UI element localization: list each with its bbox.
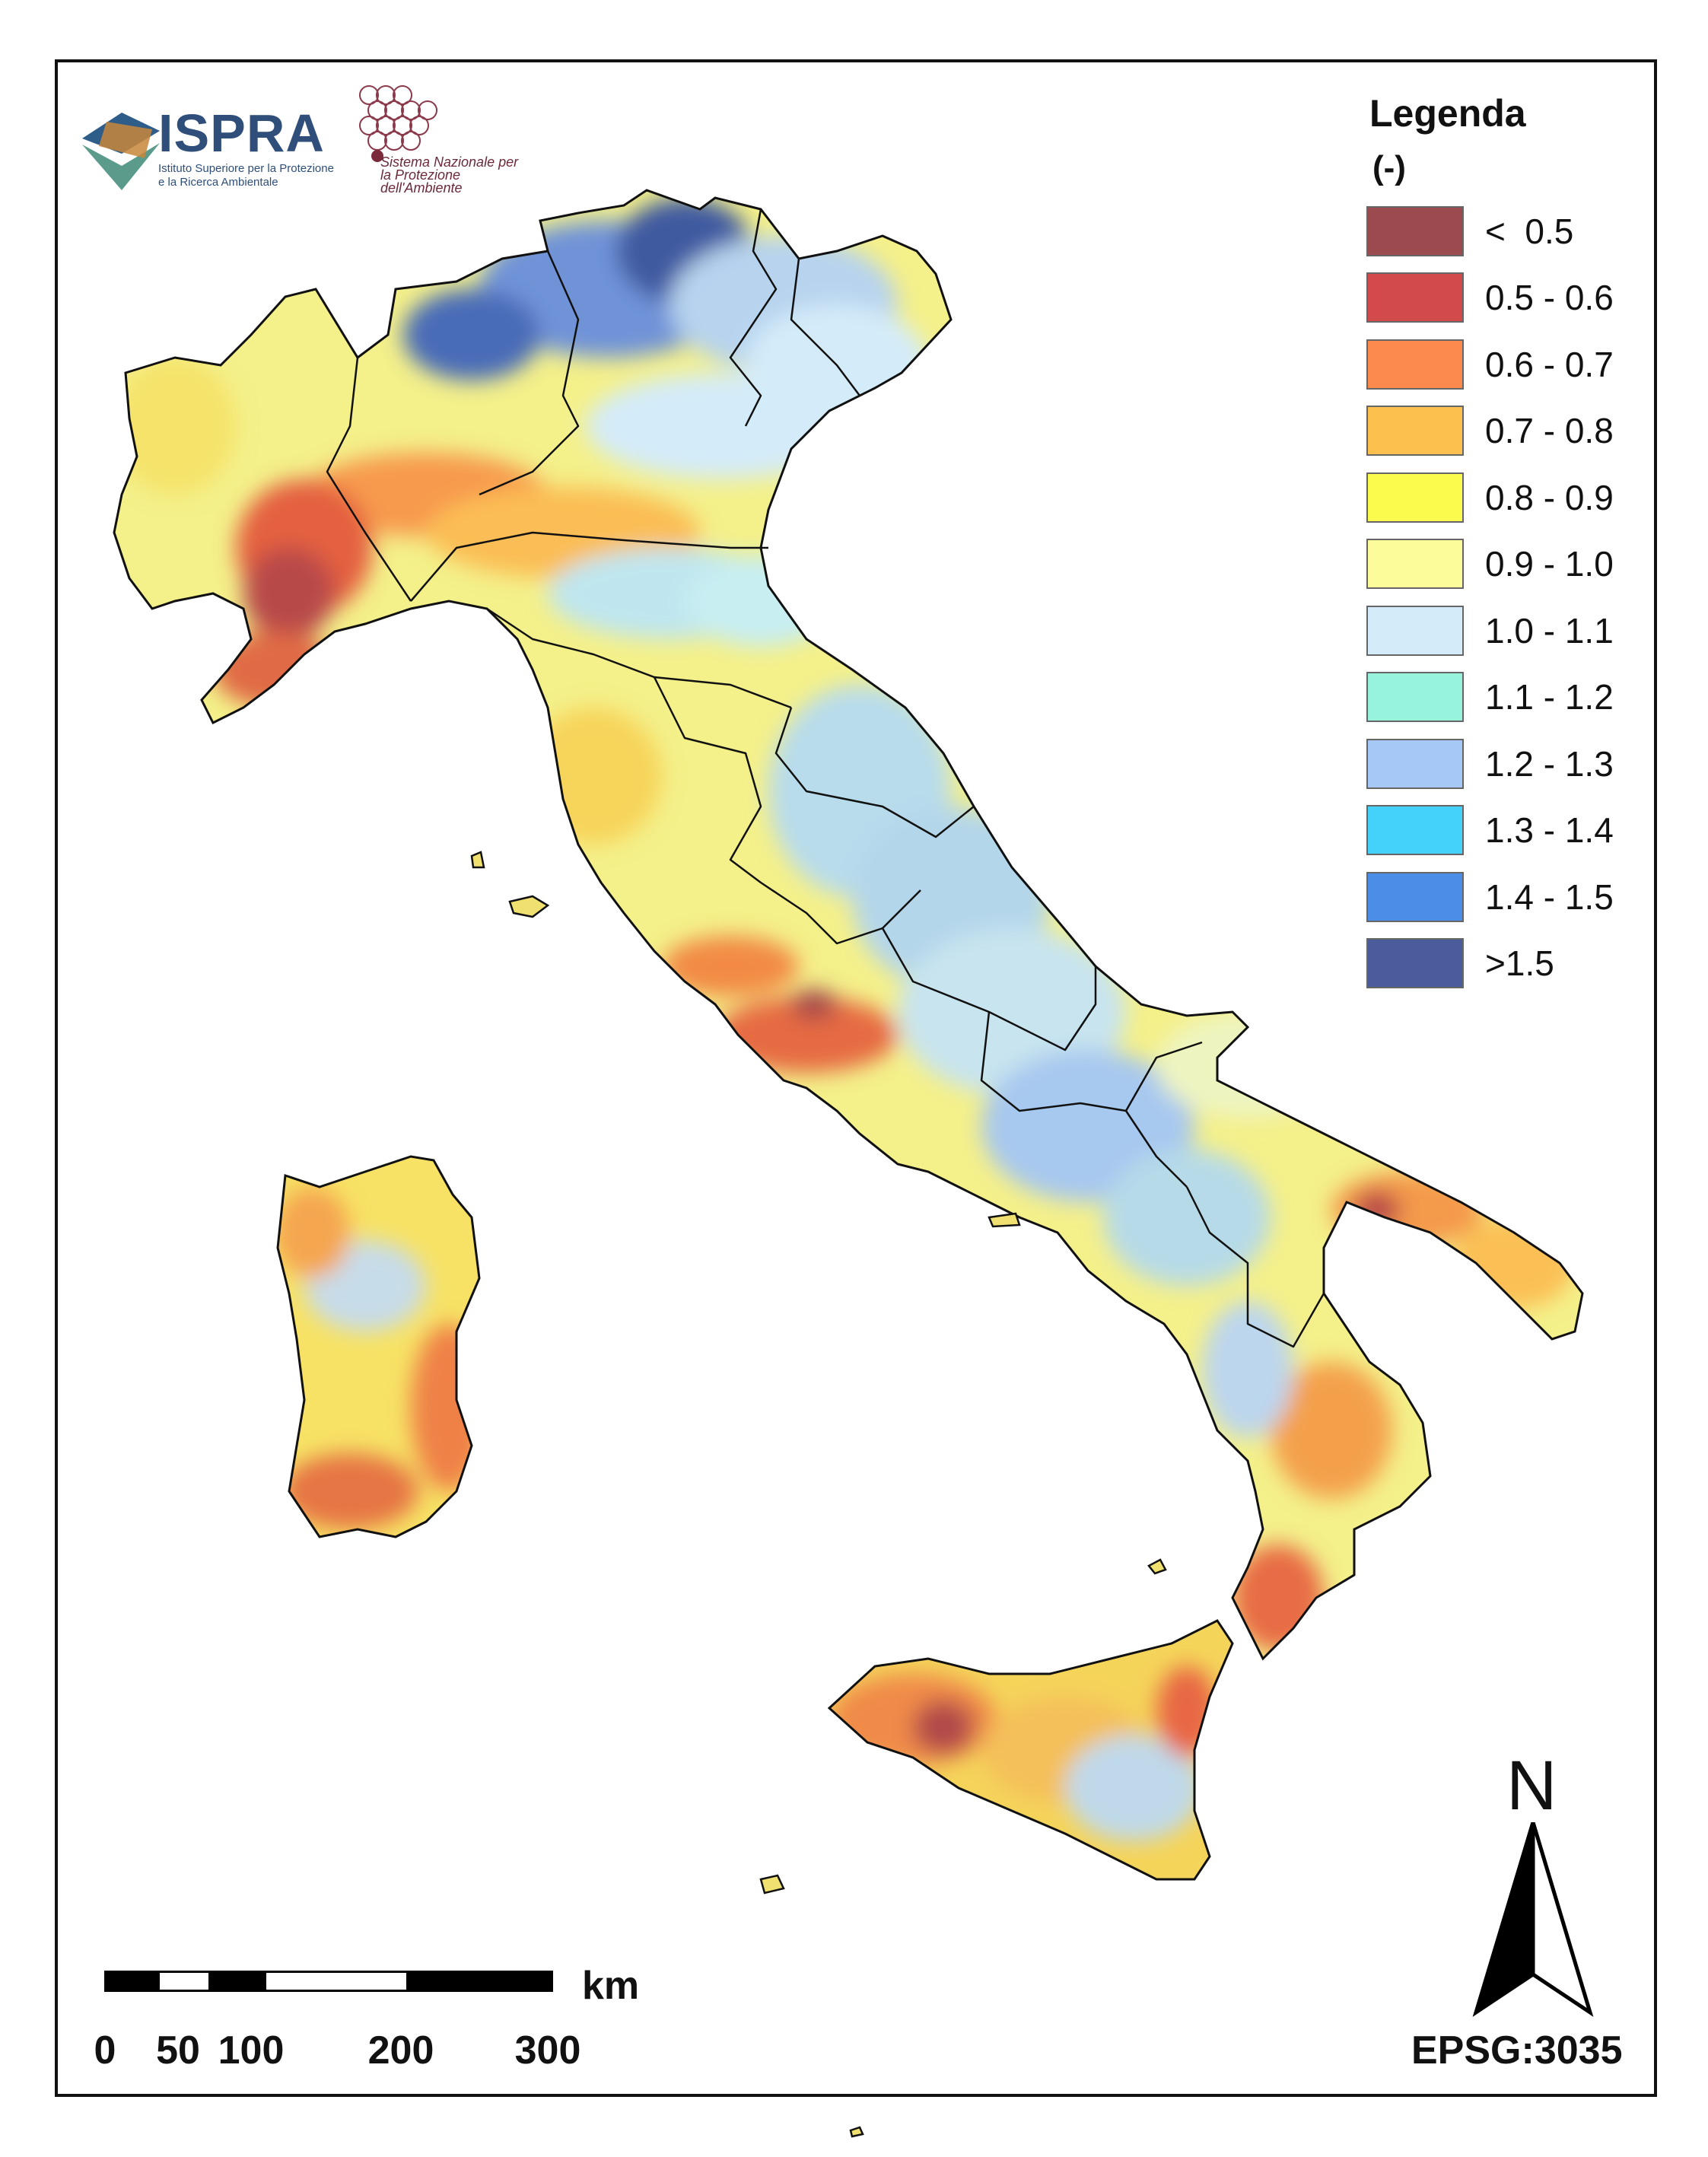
legend-label: 0.6 - 0.7 xyxy=(1485,344,1614,384)
legend-swatch xyxy=(1366,272,1464,323)
legend: Legenda (-) < 0.5 0.5 - 0.6 0.6 - 0.7 0.7 -… xyxy=(1362,91,1636,997)
legend-label: 0.8 - 0.9 xyxy=(1485,477,1614,517)
legend-item: 1.4 - 1.5 xyxy=(1362,864,1636,931)
legend-label: < 0.5 xyxy=(1485,211,1574,251)
scale-segment xyxy=(211,1971,264,1992)
legend-swatch xyxy=(1366,472,1464,523)
legend-item: < 0.5 xyxy=(1362,198,1636,265)
legend-swatch xyxy=(1366,938,1464,989)
ispra-subtitle: Istituto Superiore per la Protezione e l… xyxy=(158,162,334,189)
legend-item: 0.8 - 0.9 xyxy=(1362,464,1636,531)
legend-swatch xyxy=(1366,205,1464,256)
scale-tick: 300 xyxy=(514,2028,581,2073)
legend-item: 0.7 - 0.8 xyxy=(1362,398,1636,465)
legend-item: 1.3 - 1.4 xyxy=(1362,797,1636,864)
legend-item: 1.0 - 1.1 xyxy=(1362,597,1636,664)
legend-label: >1.5 xyxy=(1485,943,1554,984)
scale-tick: 0 xyxy=(94,2028,116,2073)
legend-swatch xyxy=(1366,539,1464,590)
scale-tick: 100 xyxy=(218,2028,285,2073)
scale-segment xyxy=(157,1971,211,1992)
ispra-name: ISPRA xyxy=(158,103,325,163)
snpa-logo xyxy=(359,85,437,162)
scale-segment xyxy=(104,1971,157,1992)
scale-segment xyxy=(264,1971,409,1992)
scale-bar xyxy=(104,1971,637,2062)
legend-swatch xyxy=(1366,672,1464,723)
legend-label: 0.7 - 0.8 xyxy=(1485,411,1614,451)
legend-swatch xyxy=(1366,738,1464,789)
legend-item: 0.9 - 1.0 xyxy=(1362,531,1636,598)
crs-label: EPSG:3035 xyxy=(1411,2028,1623,2073)
snpa-name: Sistema Nazionale per la Protezione dell… xyxy=(380,154,519,196)
scale-tick: 200 xyxy=(367,2028,434,2073)
legend-title: Legenda xyxy=(1369,92,1526,135)
north-arrow-icon xyxy=(1472,1822,1594,2017)
legend-label: 1.2 - 1.3 xyxy=(1485,743,1614,784)
legend-label: 1.0 - 1.1 xyxy=(1485,610,1614,651)
legend-item: >1.5 xyxy=(1362,931,1636,997)
scale-tick: 50 xyxy=(156,2028,200,2073)
legend-item: 0.5 - 0.6 xyxy=(1362,265,1636,332)
legend-item: 1.1 - 1.2 xyxy=(1362,664,1636,731)
ispra-logo xyxy=(82,113,160,190)
legend-item: 1.2 - 1.3 xyxy=(1362,730,1636,797)
legend-swatch xyxy=(1366,406,1464,457)
legend-unit: (-) xyxy=(1372,149,1406,186)
legend-label: 0.5 - 0.6 xyxy=(1485,278,1614,318)
north-label: N xyxy=(1506,1747,1557,1825)
legend-label: 1.3 - 1.4 xyxy=(1485,810,1614,851)
scale-segment xyxy=(409,1971,553,1992)
scale-unit: km xyxy=(582,1964,640,2008)
legend-swatch xyxy=(1366,339,1464,390)
legend-swatch xyxy=(1366,871,1464,922)
legend-label: 1.4 - 1.5 xyxy=(1485,876,1614,917)
legend-swatch xyxy=(1366,805,1464,856)
legend-label: 0.9 - 1.0 xyxy=(1485,544,1614,584)
legend-label: 1.1 - 1.2 xyxy=(1485,677,1614,717)
legend-swatch xyxy=(1366,605,1464,656)
legend-item: 0.6 - 0.7 xyxy=(1362,331,1636,398)
legend-items: < 0.5 0.5 - 0.6 0.6 - 0.7 0.7 - 0.8 0.8 - 0.… xyxy=(1362,198,1636,997)
